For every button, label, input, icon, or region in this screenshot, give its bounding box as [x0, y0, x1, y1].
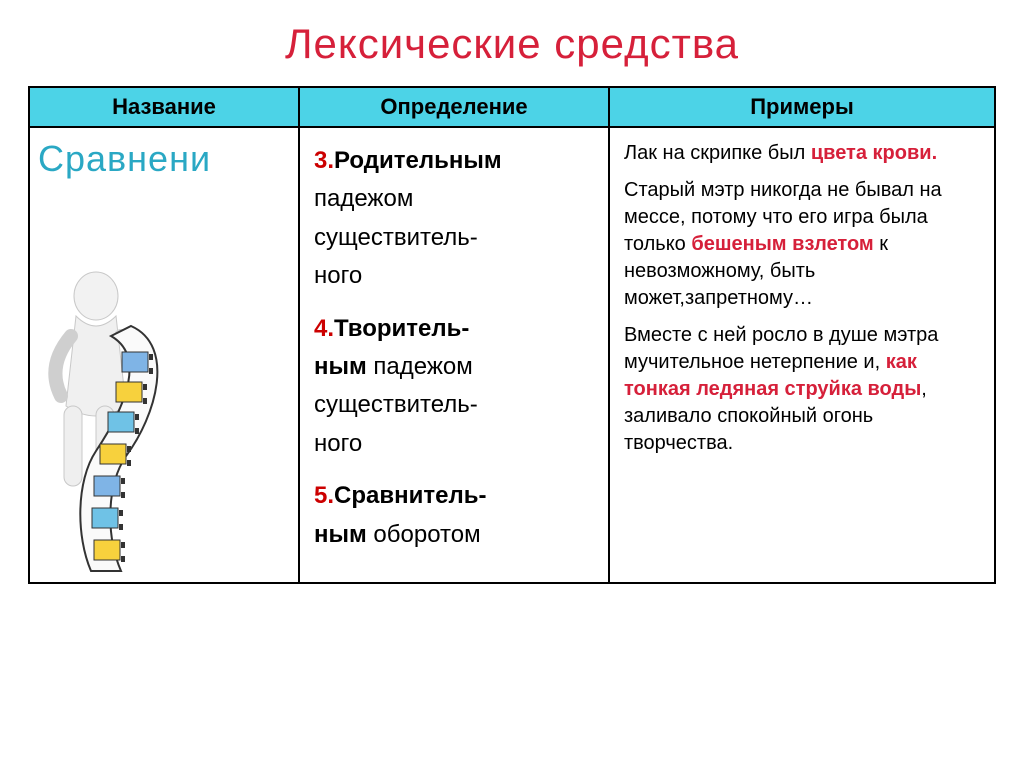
table-header-row: Название Определение Примеры	[29, 87, 995, 127]
term-comparison: Сравнени	[38, 138, 290, 180]
def-item-3: 3.Родительным падежом существитель- ного	[314, 142, 594, 296]
def-item-5: 5.Сравнитель- ным оборотом	[314, 477, 594, 554]
definition-list: 3.Родительным падежом существитель- ного…	[314, 142, 594, 554]
example-3: Вместе с ней росло в душе мэтра мучитель…	[624, 322, 980, 457]
cell-examples: Лак на скрипке был цвета крови. Старый м…	[609, 127, 995, 583]
col-header-def: Определение	[299, 87, 609, 127]
slide-title: Лексические средства	[28, 20, 996, 68]
col-header-name: Название	[29, 87, 299, 127]
examples-text: Лак на скрипке был цвета крови. Старый м…	[624, 140, 980, 457]
film-figure-icon	[36, 256, 196, 576]
example-2: Старый мэтр никогда не бывал на мессе, п…	[624, 177, 980, 312]
def-item-4: 4.Творитель- ным падежом существитель- н…	[314, 310, 594, 464]
col-header-ex: Примеры	[609, 87, 995, 127]
example-1: Лак на скрипке был цвета крови.	[624, 140, 980, 167]
table-row: Сравнени	[29, 127, 995, 583]
cell-definition: 3.Родительным падежом существитель- ного…	[299, 127, 609, 583]
cell-name: Сравнени	[29, 127, 299, 583]
lexical-table: Название Определение Примеры Сравнени	[28, 86, 996, 584]
